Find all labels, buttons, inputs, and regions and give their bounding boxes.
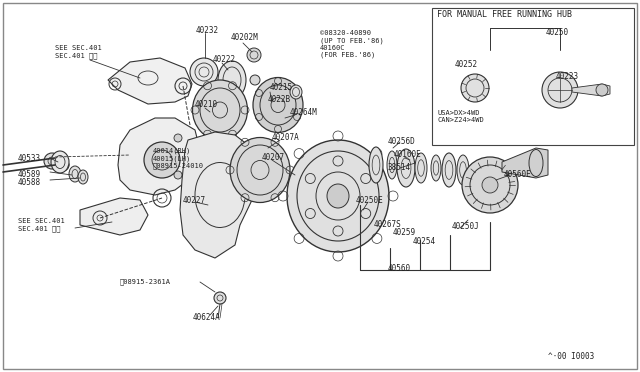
Text: ©08320-40890
(UP TO FEB.'86)
40160C
(FOR FEB.'86): ©08320-40890 (UP TO FEB.'86) 40160C (FOR…: [320, 30, 384, 58]
Text: 40215: 40215: [270, 83, 293, 92]
Text: 40264M: 40264M: [290, 108, 317, 117]
Ellipse shape: [431, 155, 441, 181]
Ellipse shape: [51, 151, 69, 173]
Text: Ⓥ08915-2361A: Ⓥ08915-2361A: [120, 278, 171, 285]
Polygon shape: [572, 84, 610, 96]
Text: 40533: 40533: [18, 154, 41, 163]
Text: SEE SEC.401
SEC.401 参照: SEE SEC.401 SEC.401 参照: [55, 45, 102, 59]
Text: 40560: 40560: [388, 264, 411, 273]
Ellipse shape: [218, 61, 246, 99]
Circle shape: [44, 153, 60, 169]
Polygon shape: [108, 58, 192, 104]
Text: 40250: 40250: [546, 28, 569, 37]
Text: 40259: 40259: [393, 228, 416, 237]
Circle shape: [542, 72, 578, 108]
Ellipse shape: [397, 149, 415, 187]
Text: 40560E: 40560E: [504, 170, 532, 179]
Polygon shape: [180, 132, 255, 258]
Text: 40160E: 40160E: [394, 150, 422, 159]
Text: 40210: 40210: [195, 100, 218, 109]
Bar: [432, 8, 634, 145]
Text: 40202M: 40202M: [231, 33, 259, 42]
Text: 40014(RH)
40015(LH): 40014(RH) 40015(LH): [153, 148, 191, 162]
Text: 40227: 40227: [183, 196, 206, 205]
Circle shape: [462, 157, 518, 213]
Circle shape: [482, 177, 498, 193]
Text: 40250J: 40250J: [452, 222, 480, 231]
Text: 40250E: 40250E: [356, 196, 384, 205]
Text: 40588: 40588: [18, 178, 41, 187]
Text: 40254: 40254: [413, 237, 436, 246]
Ellipse shape: [69, 166, 81, 182]
Text: ^·00 I0003: ^·00 I0003: [548, 352, 595, 361]
Polygon shape: [118, 118, 200, 195]
Ellipse shape: [287, 140, 389, 252]
Ellipse shape: [230, 138, 290, 202]
Circle shape: [57, 159, 69, 171]
Ellipse shape: [415, 153, 427, 183]
Text: SEE SEC.401
SEC.401 参照: SEE SEC.401 SEC.401 参照: [18, 218, 65, 232]
Circle shape: [596, 84, 608, 96]
Circle shape: [461, 74, 489, 102]
Text: 4022B: 4022B: [268, 95, 291, 104]
Circle shape: [174, 171, 182, 179]
Ellipse shape: [369, 147, 383, 183]
Ellipse shape: [193, 80, 248, 140]
Text: 40267S: 40267S: [374, 220, 402, 229]
Text: 40589: 40589: [18, 170, 41, 179]
Ellipse shape: [387, 151, 397, 179]
Ellipse shape: [457, 155, 469, 185]
Circle shape: [214, 292, 226, 304]
Text: Ⓥ08915-24010: Ⓥ08915-24010: [153, 162, 204, 169]
Text: 40252: 40252: [455, 60, 478, 69]
Ellipse shape: [190, 58, 218, 86]
Circle shape: [247, 48, 261, 62]
Text: 40223: 40223: [556, 72, 579, 81]
Circle shape: [174, 134, 182, 142]
Text: 40207A: 40207A: [272, 133, 300, 142]
Text: 38514: 38514: [388, 163, 411, 172]
Text: 40624A: 40624A: [193, 313, 221, 322]
Text: 40207: 40207: [262, 153, 285, 162]
Polygon shape: [502, 148, 548, 178]
Text: USA>DX>4WD
CAN>Z24>4WD: USA>DX>4WD CAN>Z24>4WD: [438, 110, 484, 123]
Circle shape: [250, 75, 260, 85]
Ellipse shape: [529, 150, 543, 176]
Text: 40256D: 40256D: [388, 137, 416, 146]
Text: FOR MANUAL FREE RUNNING HUB: FOR MANUAL FREE RUNNING HUB: [437, 10, 572, 19]
Ellipse shape: [78, 170, 88, 184]
Ellipse shape: [327, 184, 349, 208]
Text: 40232: 40232: [196, 26, 219, 35]
Circle shape: [144, 142, 180, 178]
Ellipse shape: [290, 85, 302, 99]
Text: 40222: 40222: [213, 55, 236, 64]
Ellipse shape: [442, 153, 456, 187]
Ellipse shape: [253, 77, 303, 132]
Polygon shape: [80, 198, 148, 235]
